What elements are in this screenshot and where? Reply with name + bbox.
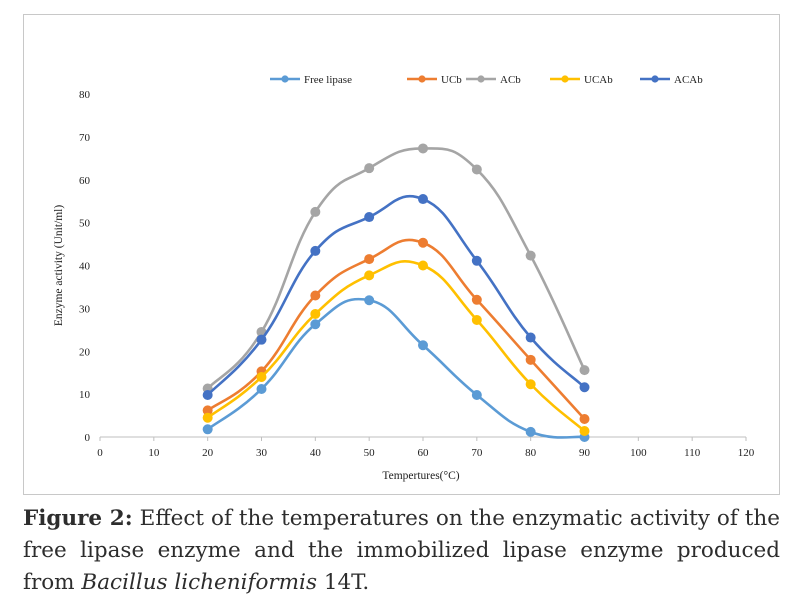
x-tick-label: 100 (630, 447, 647, 459)
line-chart: 0 10 20 30 40 50 60 70 80 90 100 110 120 0 10 20 30 40 50 6… (53, 74, 755, 482)
y-tick-label: 10 (79, 389, 91, 401)
y-tick-label: 70 (79, 132, 91, 144)
figure-caption: Figure 2: Effect of the temperatures on … (23, 503, 780, 599)
x-tick-label: 110 (684, 447, 701, 459)
data-point-ucab (525, 379, 536, 390)
data-point-ucb (364, 254, 375, 265)
data-point-acab (256, 334, 267, 345)
data-point-free-lipase (418, 340, 428, 351)
x-tick-label: 90 (579, 447, 591, 459)
x-tick-label: 0 (97, 447, 103, 459)
data-point-free-lipase (202, 424, 213, 435)
series-line-ucb (206, 238, 586, 421)
legend-marker-free-lipase (281, 75, 289, 83)
data-point-acb (364, 163, 375, 174)
legend-label-acab: ACAb (674, 74, 703, 86)
x-tick-label: 40 (310, 447, 322, 459)
caption-text: Effect of the temperatures on the enzyma… (23, 506, 780, 595)
x-tick-label: 10 (148, 447, 160, 459)
series-line-ucab (206, 260, 586, 433)
y-axis-label: Enzyme activity (Unit/ml) (53, 205, 65, 327)
legend-marker-ucb (418, 75, 426, 83)
data-point-acab (525, 332, 536, 343)
legend-label-ucab: UCAb (584, 74, 613, 86)
caption-species: Bacillus licheniformis (81, 570, 317, 595)
y-tick-label: 80 (79, 89, 91, 101)
data-point-acab (364, 212, 375, 223)
x-axis-label: Tempertures(°C) (382, 470, 459, 482)
data-point-ucb (418, 237, 428, 248)
data-point-free-lipase (364, 295, 375, 306)
x-tick-label: 30 (256, 447, 268, 459)
data-point-ucab (418, 260, 428, 271)
data-point-ucab (202, 412, 213, 423)
data-point-ucab (471, 314, 482, 325)
data-point-acb (525, 250, 536, 261)
data-point-free-lipase (525, 426, 536, 437)
data-point-acab (418, 194, 428, 205)
data-point-ucab (364, 270, 375, 281)
data-point-ucb (579, 413, 590, 424)
data-point-free-lipase (471, 389, 482, 400)
caption-label: Figure 2: (23, 506, 133, 531)
legend-marker-acab (651, 75, 659, 83)
series-line-acab (206, 194, 586, 397)
y-tick-label: 60 (79, 175, 91, 187)
data-point-free-lipase (256, 383, 267, 394)
data-point-acab (202, 389, 213, 400)
chart-frame: 0 10 20 30 40 50 60 70 80 90 100 110 120 0 10 20 30 40 50 6… (23, 14, 780, 495)
data-point-ucab (579, 425, 590, 436)
x-tick-label: 60 (418, 447, 430, 459)
x-tick-label: 20 (202, 447, 214, 459)
data-point-ucb (202, 405, 213, 416)
legend-marker-acb (477, 75, 485, 83)
y-tick-label: 50 (79, 218, 91, 230)
y-tick-label: 20 (79, 346, 91, 358)
data-point-ucab (310, 308, 321, 319)
data-point-free-lipase (310, 319, 321, 330)
y-tick-label: 30 (79, 303, 91, 315)
data-point-acab (579, 382, 590, 393)
data-point-ucb (525, 354, 536, 365)
series-line-acb (206, 147, 586, 390)
y-tick-label: 0 (85, 432, 91, 444)
data-point-ucb (471, 294, 482, 305)
x-tick-label: 50 (364, 447, 376, 459)
x-tick-label: 80 (525, 447, 537, 459)
data-point-acab (471, 255, 482, 266)
legend-label-ucb: UCb (441, 74, 462, 86)
series-line-free-lipase (206, 297, 586, 439)
data-point-acb (471, 164, 482, 175)
y-tick-label: 40 (79, 261, 91, 273)
legend-marker-ucab (561, 75, 569, 83)
legend-label-free-lipase: Free lipase (304, 74, 352, 86)
data-point-acb (579, 365, 590, 376)
x-tick-label: 120 (738, 447, 755, 459)
x-tick-label: 70 (471, 447, 483, 459)
data-point-ucab (256, 371, 267, 382)
data-point-acab (310, 245, 321, 256)
caption-text-end: 14T. (316, 570, 370, 595)
data-point-acb (310, 206, 321, 217)
data-point-ucb (310, 290, 321, 301)
data-point-acb (418, 143, 428, 154)
legend-label-acb: ACb (500, 74, 521, 86)
